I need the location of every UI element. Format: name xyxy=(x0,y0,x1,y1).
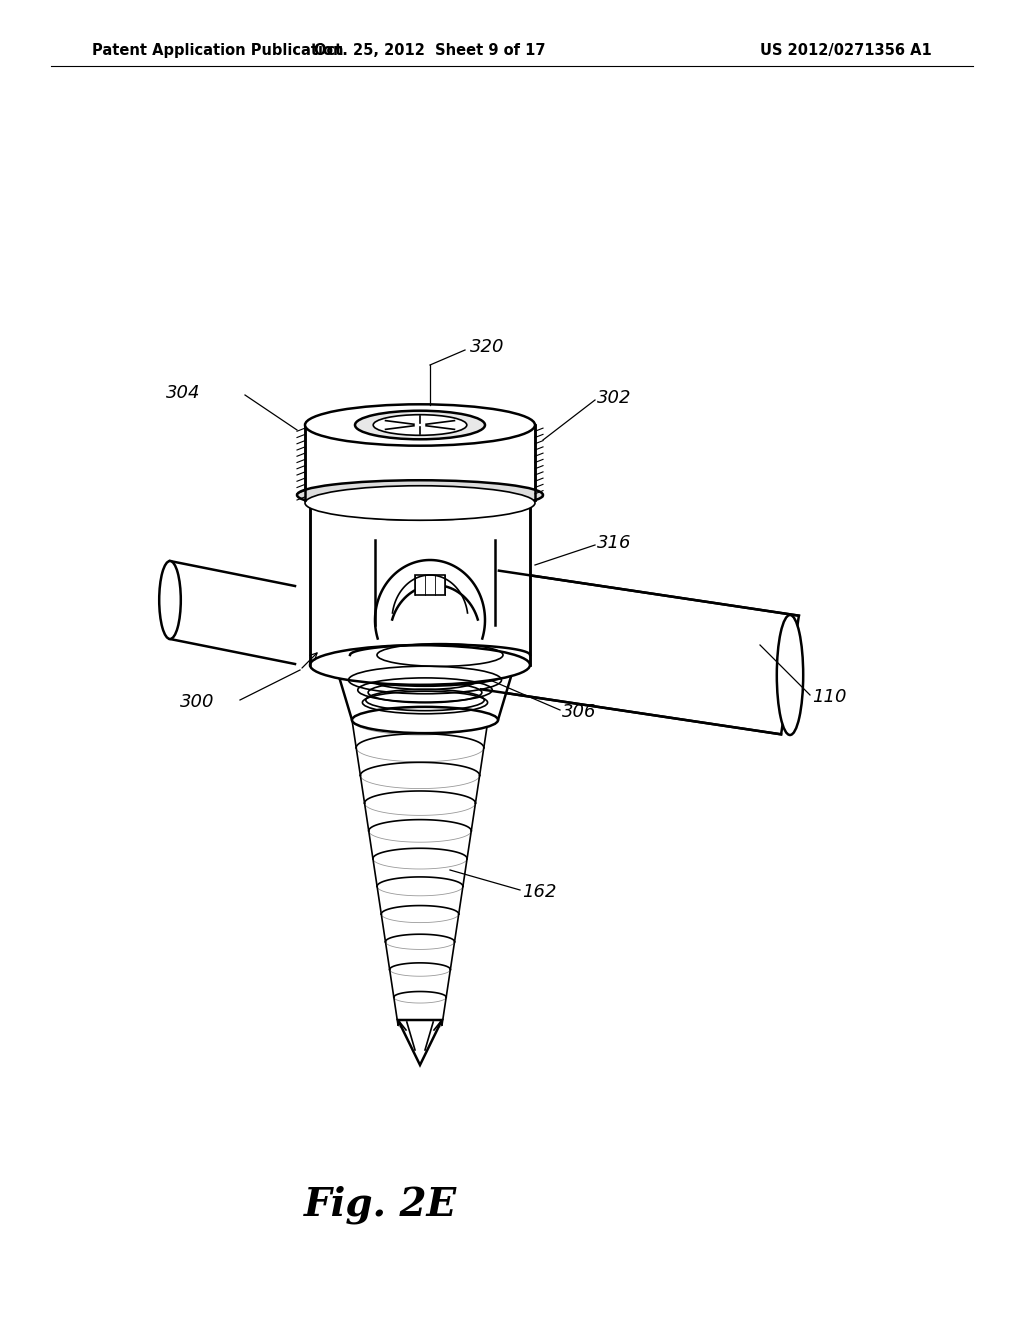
Text: 320: 320 xyxy=(470,338,505,356)
Ellipse shape xyxy=(310,480,530,520)
Polygon shape xyxy=(310,500,530,665)
Ellipse shape xyxy=(305,404,535,446)
Ellipse shape xyxy=(373,414,467,436)
Text: 162: 162 xyxy=(522,883,556,902)
Polygon shape xyxy=(352,719,488,1026)
Polygon shape xyxy=(481,570,799,734)
Text: 306: 306 xyxy=(562,704,597,721)
Text: Patent Application Publication: Patent Application Publication xyxy=(92,44,344,58)
Ellipse shape xyxy=(297,480,543,510)
Text: 110: 110 xyxy=(812,688,847,706)
Text: 302: 302 xyxy=(597,389,632,407)
Text: Fig. 2E: Fig. 2E xyxy=(303,1185,457,1224)
Ellipse shape xyxy=(352,708,498,733)
Ellipse shape xyxy=(337,655,513,686)
Bar xyxy=(415,576,445,595)
Ellipse shape xyxy=(305,486,535,520)
Text: 316: 316 xyxy=(597,535,632,552)
Polygon shape xyxy=(398,1020,442,1065)
Polygon shape xyxy=(337,671,513,719)
Ellipse shape xyxy=(355,411,485,440)
Polygon shape xyxy=(305,425,535,500)
Ellipse shape xyxy=(310,645,530,685)
Text: 300: 300 xyxy=(180,693,214,711)
Ellipse shape xyxy=(159,561,181,639)
Text: US 2012/0271356 A1: US 2012/0271356 A1 xyxy=(760,44,932,58)
Text: 304: 304 xyxy=(166,384,200,403)
Ellipse shape xyxy=(777,615,803,735)
Text: Oct. 25, 2012  Sheet 9 of 17: Oct. 25, 2012 Sheet 9 of 17 xyxy=(314,44,546,58)
